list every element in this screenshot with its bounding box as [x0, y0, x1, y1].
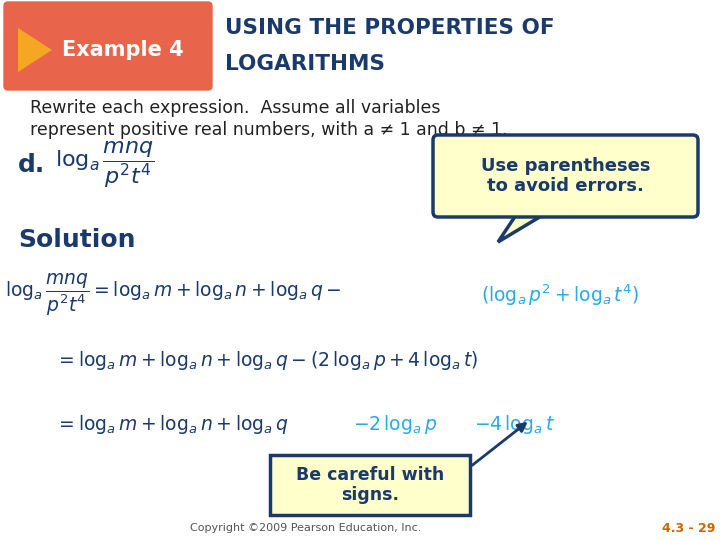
- Text: Solution: Solution: [18, 228, 135, 252]
- Text: $= \log_a m + \log_a n + \log_a q - (2\,\log_a p + 4\,\log_a t)$: $= \log_a m + \log_a n + \log_a q - (2\,…: [55, 348, 478, 372]
- Text: Be careful with
signs.: Be careful with signs.: [296, 465, 444, 504]
- Text: LOGARITHMS: LOGARITHMS: [225, 54, 385, 74]
- Text: $- 2\,\log_a p$: $- 2\,\log_a p$: [353, 414, 437, 436]
- Text: $\log_a \dfrac{mnq}{p^2t^4}$: $\log_a \dfrac{mnq}{p^2t^4}$: [55, 140, 155, 190]
- Text: Use parentheses
to avoid errors.: Use parentheses to avoid errors.: [481, 157, 650, 195]
- Polygon shape: [18, 28, 52, 72]
- Text: USING THE PROPERTIES OF: USING THE PROPERTIES OF: [225, 18, 554, 38]
- FancyBboxPatch shape: [4, 2, 212, 90]
- Text: $\log_a \dfrac{mnq}{p^2t^4} = \log_a m + \log_a n + \log_a q - $: $\log_a \dfrac{mnq}{p^2t^4} = \log_a m +…: [5, 272, 341, 318]
- Text: Rewrite each expression.  Assume all variables: Rewrite each expression. Assume all vari…: [30, 99, 441, 117]
- Text: Copyright ©2009 Pearson Education, Inc.: Copyright ©2009 Pearson Education, Inc.: [190, 523, 421, 533]
- Text: represent positive real numbers, with a ≠ 1 and b ≠ 1.: represent positive real numbers, with a …: [30, 121, 508, 139]
- Text: $= \log_a m + \log_a n + \log_a q$: $= \log_a m + \log_a n + \log_a q$: [55, 414, 289, 436]
- Text: d.: d.: [18, 153, 45, 177]
- Text: Example 4: Example 4: [62, 40, 184, 60]
- Polygon shape: [498, 212, 548, 242]
- Text: $- 4\,\log_a t$: $- 4\,\log_a t$: [474, 414, 555, 436]
- Text: 4.3 - 29: 4.3 - 29: [662, 522, 715, 535]
- FancyBboxPatch shape: [433, 135, 698, 217]
- Text: $(\log_a p^2 + \log_a t^4)$: $(\log_a p^2 + \log_a t^4)$: [481, 282, 639, 308]
- FancyBboxPatch shape: [270, 455, 470, 515]
